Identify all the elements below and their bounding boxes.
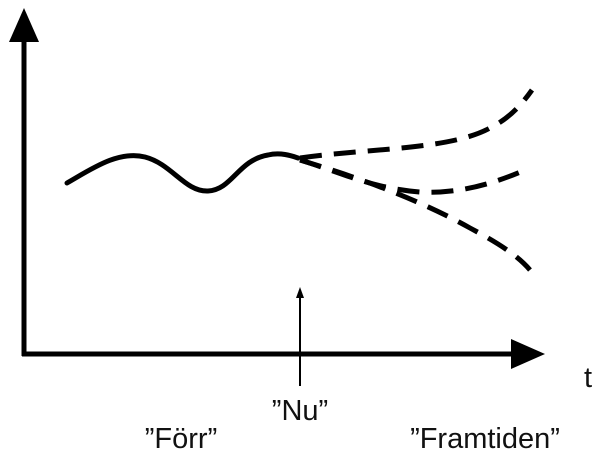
axis-t-label: t [584,362,592,394]
future-scenario-upper [299,88,535,161]
past-label: ”Förr” [145,423,217,455]
future-label: ”Framtiden” [410,423,560,455]
now-marker-arrowhead [296,287,304,298]
y-axis-arrowhead [9,8,39,42]
future-scenario-middle [299,157,526,195]
past-trend-line [64,151,301,194]
x-axis-arrowhead [511,339,545,369]
future-scenario-lower [299,157,532,272]
now-label: ”Nu” [272,395,328,427]
